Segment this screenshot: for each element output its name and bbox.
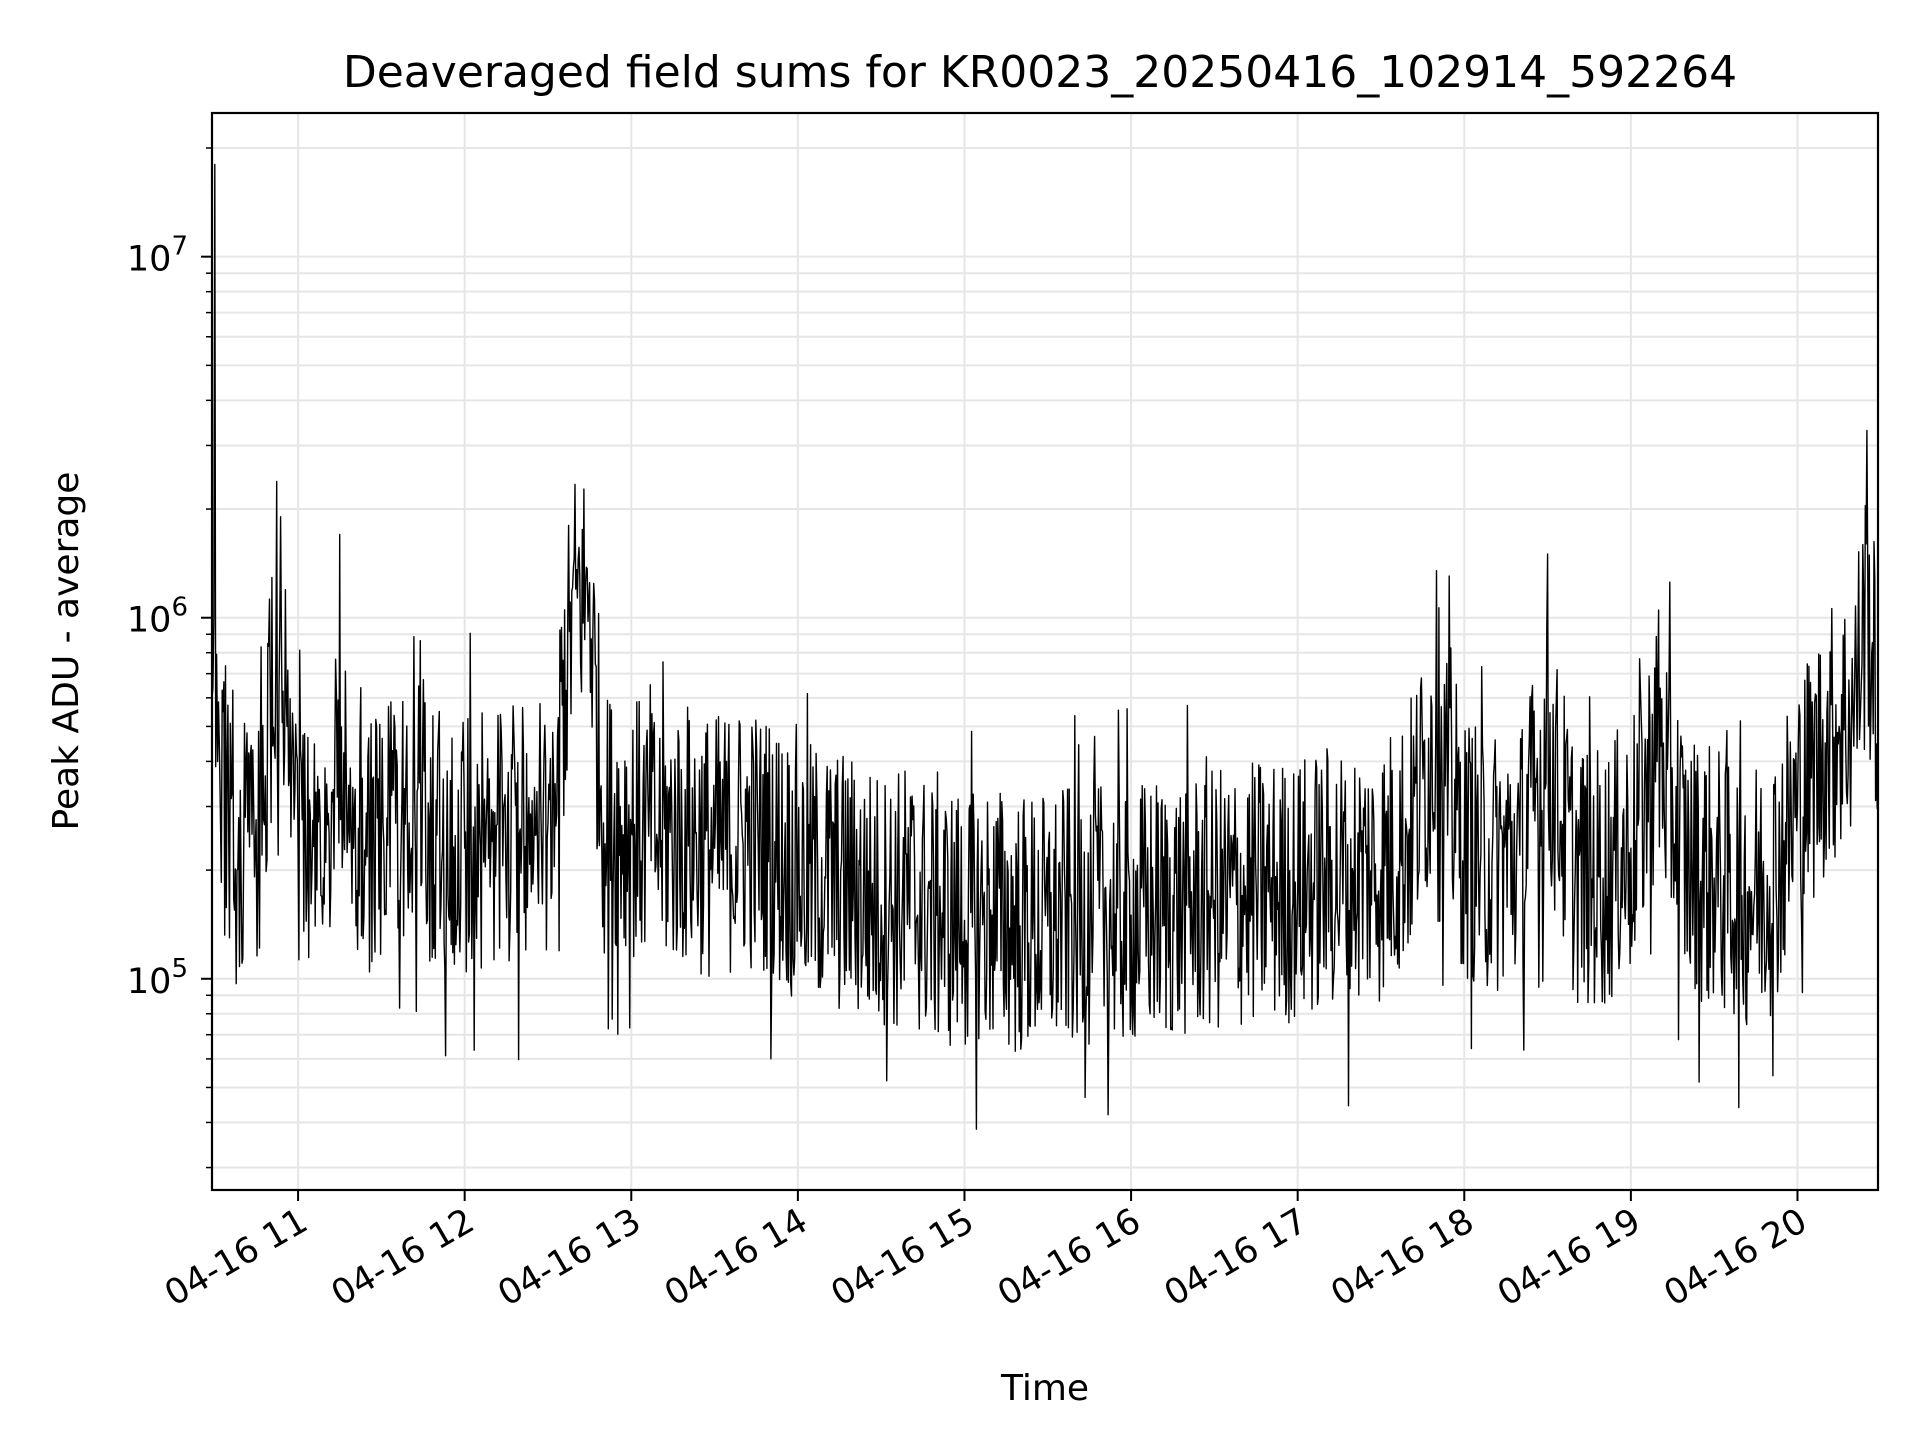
y-axis-label: Peak ADU - average	[46, 472, 87, 831]
plot-frame	[210, 111, 1880, 1192]
y-axis: 105 106 107	[127, 147, 212, 1169]
plot-area	[212, 163, 1878, 1130]
y-tick-label: 107	[127, 232, 188, 280]
chart-title: Deaveraged field sums for KR0023_2025041…	[343, 47, 1737, 98]
x-axis-label: Time	[1000, 1368, 1089, 1409]
y-tick-label: 106	[127, 593, 188, 641]
series-line	[212, 163, 1878, 1130]
y-tick-label: 105	[127, 954, 188, 1002]
